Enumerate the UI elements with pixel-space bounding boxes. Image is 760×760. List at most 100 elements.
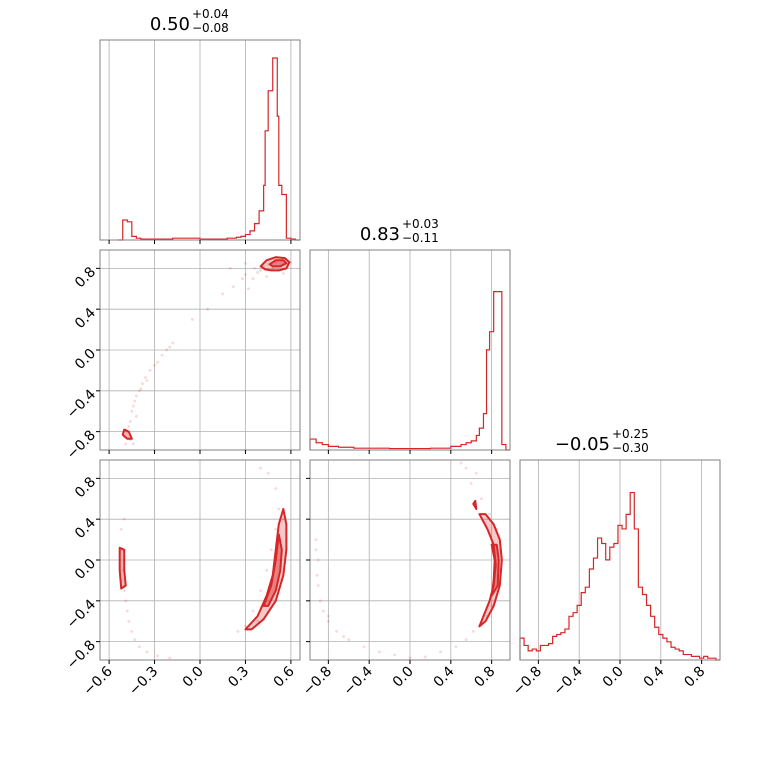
panel-title-median: 0.83 <box>360 224 400 245</box>
sample-point <box>314 548 318 552</box>
sample-point <box>318 599 322 603</box>
scatter-panel: −0.6 −0.3 0.0 0.3 0.6 −0.8 −0.4 0.0 0.4 0.8 <box>64 459 301 699</box>
sample-point <box>459 461 463 465</box>
sample-point <box>160 353 164 357</box>
sample-point <box>127 619 131 623</box>
sample-point <box>168 656 172 660</box>
sample-point <box>244 624 247 628</box>
scatter-panel: −0.8−0.4 0.0 0.4 0.8 <box>300 459 511 699</box>
sample-point <box>256 619 259 623</box>
sample-point <box>153 363 156 367</box>
sample-point <box>474 471 478 475</box>
sample-point <box>259 466 263 470</box>
histogram-panel: 0.83 +0.03−0.11 <box>309 217 511 454</box>
sample-point <box>469 482 473 485</box>
panel-title-median: −0.05 <box>555 434 610 455</box>
x-tick-label: −0.6 <box>81 663 116 698</box>
panel-title-minus: −0.08 <box>192 21 229 35</box>
sample-point <box>342 635 346 638</box>
x-tick-label: 0.3 <box>225 664 252 691</box>
sample-point <box>144 376 147 379</box>
sample-point <box>408 656 412 660</box>
y-tick-label: 0.8 <box>72 474 99 501</box>
histogram-step <box>519 491 720 661</box>
panel-title-plus: +0.03 <box>402 217 439 231</box>
x-tick-label: 0.6 <box>271 663 298 690</box>
histogram-panel: 0.50 +0.04−0.08 <box>99 7 301 244</box>
sample-point <box>244 273 247 276</box>
sample-point <box>148 369 152 372</box>
sample-point <box>439 650 443 654</box>
sample-point <box>156 654 159 658</box>
sample-point <box>131 442 135 446</box>
sample-point <box>393 653 397 657</box>
sample-point <box>134 414 138 418</box>
panel-title-plus: +0.25 <box>612 427 649 441</box>
x-tick-label: 0.8 <box>471 664 498 691</box>
sample-point <box>289 260 293 264</box>
sample-point <box>137 389 141 393</box>
sample-point <box>464 638 468 641</box>
sample-point <box>139 387 143 391</box>
sample-point <box>145 379 149 383</box>
sample-point <box>206 307 209 311</box>
y-tick-label: 0.4 <box>72 515 99 542</box>
x-tick-label: 0.0 <box>600 664 627 691</box>
sample-point <box>326 614 330 618</box>
y-tick-label: 0.4 <box>72 305 99 332</box>
sample-point <box>347 638 351 641</box>
sample-point <box>259 589 263 593</box>
sample-point <box>326 619 330 623</box>
sample-point <box>122 589 126 593</box>
x-tick-label: −0.4 <box>551 663 586 698</box>
sample-point <box>122 517 126 521</box>
sample-point <box>471 630 475 633</box>
sample-point <box>244 261 247 265</box>
sample-point <box>124 599 128 603</box>
sample-point <box>316 584 320 587</box>
sample-point <box>125 609 129 613</box>
sample-point <box>130 409 134 413</box>
sample-point <box>133 638 137 641</box>
sample-point <box>133 399 137 403</box>
sample-point <box>145 650 149 654</box>
sample-point <box>454 645 458 649</box>
sample-point <box>221 292 225 296</box>
sample-point <box>127 425 131 428</box>
x-tick-label: 0.8 <box>681 664 708 691</box>
sample-point <box>480 497 483 501</box>
sample-point <box>265 568 269 572</box>
sample-point <box>274 527 278 531</box>
sample-point <box>251 277 255 280</box>
x-tick-label: 0.4 <box>431 663 458 690</box>
histogram-step <box>309 291 510 451</box>
y-tick-label: 0.0 <box>72 346 99 373</box>
x-tick-label: 0.4 <box>641 663 668 690</box>
sample-point <box>315 573 319 577</box>
x-tick-label: −0.4 <box>341 663 376 698</box>
x-tick-label: −0.8 <box>510 664 545 699</box>
sample-point <box>274 487 278 490</box>
sample-point <box>266 471 270 475</box>
sample-point <box>236 630 240 633</box>
density-contour-secondary <box>472 499 478 510</box>
sample-point <box>165 348 169 352</box>
y-tick-label: −0.8 <box>64 427 99 462</box>
sample-point <box>253 266 256 270</box>
sample-point <box>321 609 325 613</box>
sample-point <box>256 271 259 274</box>
sample-point <box>266 262 270 266</box>
sample-point <box>335 630 338 633</box>
panel-title-plus: +0.04 <box>192 7 229 21</box>
panel-title-minus: −0.11 <box>402 231 439 245</box>
y-tick-label: 0.0 <box>72 556 99 583</box>
sample-point <box>228 266 232 270</box>
density-contour-secondary <box>121 428 133 440</box>
sample-point <box>231 285 235 289</box>
density-contour-inner <box>268 259 288 268</box>
sample-point <box>464 466 468 470</box>
density-contour-inner <box>262 533 283 607</box>
density-contour-inner <box>490 543 500 597</box>
y-tick-label: 0.8 <box>72 264 99 291</box>
